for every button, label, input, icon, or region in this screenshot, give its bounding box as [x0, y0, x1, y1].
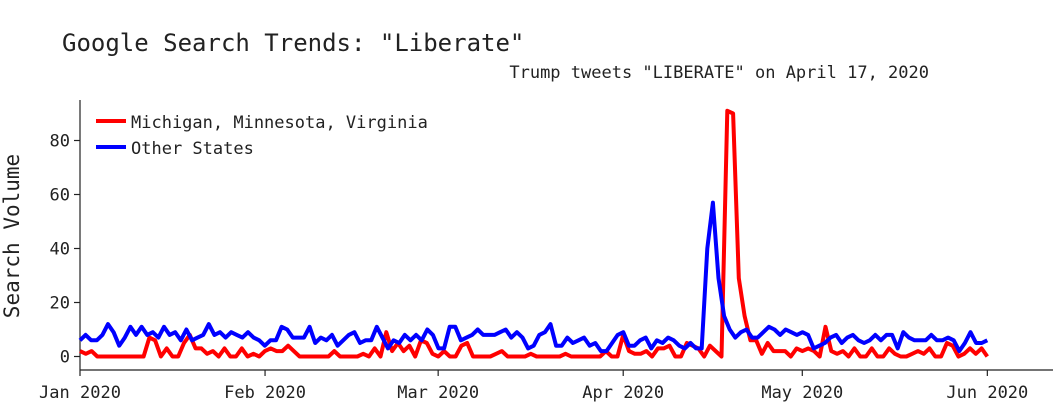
- y-tick-label: 80: [50, 132, 70, 152]
- x-tick-label: Jan 2020: [39, 383, 121, 403]
- x-tick-label: Apr 2020: [582, 383, 664, 403]
- y-tick-label: 20: [50, 294, 70, 314]
- series-line-1: [79, 108, 989, 359]
- legend-label-series-1: Michigan, Minnesota, Virginia: [131, 113, 428, 133]
- x-ticks: Jan 2020 Feb 2020 Mar 2020 Apr 2020 May 2020…: [39, 370, 1028, 403]
- y-tick-label: 0: [60, 348, 70, 368]
- chart-annotation: Trump tweets "LIBERATE" on April 17, 202…: [509, 63, 929, 83]
- y-axis-label: Search Volume: [0, 154, 24, 318]
- y-tick-label: 60: [50, 186, 70, 206]
- x-tick-label: Jun 2020: [946, 383, 1028, 403]
- x-tick-label: Mar 2020: [397, 383, 479, 403]
- chart-title: Google Search Trends: "Liberate": [62, 29, 524, 57]
- x-tick-label: May 2020: [761, 383, 843, 403]
- y-tick-label: 40: [50, 240, 70, 260]
- legend-label-series-2: Other States: [131, 139, 254, 159]
- y-ticks: 0 20 40 60 80: [50, 132, 80, 368]
- series-lines: [78, 108, 989, 359]
- legend: Michigan, Minnesota, Virginia Other Stat…: [96, 113, 428, 159]
- series-line-2: [78, 200, 989, 354]
- x-tick-label: Feb 2020: [224, 383, 306, 403]
